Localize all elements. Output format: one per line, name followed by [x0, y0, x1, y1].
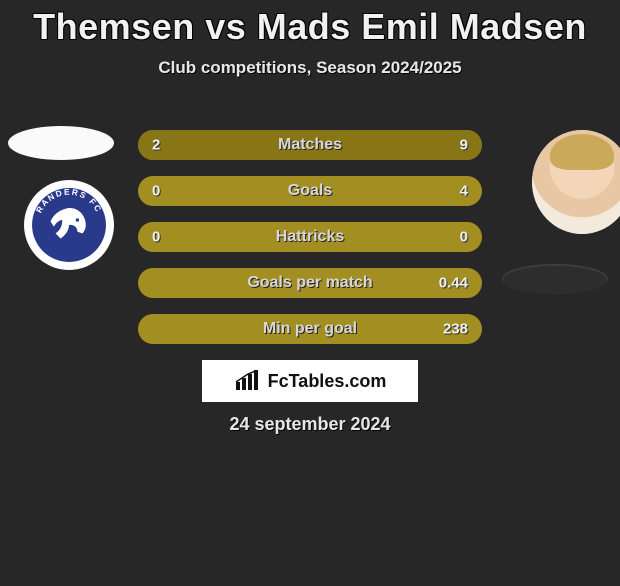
- stat-label: Matches: [278, 136, 342, 154]
- comparison-card: Themsen vs Mads Emil Madsen Club competi…: [0, 6, 620, 78]
- bar-chart-icon: [234, 370, 262, 392]
- stat-label: Min per goal: [263, 320, 357, 338]
- player1-name-pill: [8, 126, 114, 160]
- stat-bar-goals-per-match: Goals per match 0.44: [138, 268, 482, 298]
- stat-value-right: 9: [460, 137, 468, 154]
- stat-label: Goals: [288, 182, 332, 200]
- stat-bar-matches: 2 Matches 9: [138, 130, 482, 160]
- stat-bar-goals: 0 Goals 4: [138, 176, 482, 206]
- stat-bar-hattricks: 0 Hattricks 0: [138, 222, 482, 252]
- player2-avatar: [532, 130, 620, 234]
- stat-value-right: 4: [460, 183, 468, 200]
- hair-icon: [550, 134, 614, 170]
- player2-name-pill: [502, 264, 608, 294]
- stat-value-right: 0: [460, 229, 468, 246]
- stat-value-right: 238: [443, 321, 468, 338]
- stat-value-left: 0: [152, 229, 160, 246]
- brand-box: FcTables.com: [202, 360, 418, 402]
- stat-value-left: 0: [152, 183, 160, 200]
- stat-fill-left: [138, 130, 200, 160]
- stat-bar-min-per-goal: Min per goal 238: [138, 314, 482, 344]
- face-icon: [532, 130, 620, 234]
- stat-label: Goals per match: [247, 274, 372, 292]
- player1-club-crest: RANDERS FC: [24, 180, 114, 270]
- stat-value-right: 0.44: [439, 275, 468, 292]
- stat-value-left: 2: [152, 137, 160, 154]
- stat-label: Hattricks: [276, 228, 344, 246]
- date-text: 24 september 2024: [0, 414, 620, 435]
- page-title: Themsen vs Mads Emil Madsen: [0, 6, 620, 48]
- brand-text: FcTables.com: [268, 371, 387, 392]
- page-subtitle: Club competitions, Season 2024/2025: [0, 58, 620, 78]
- stat-bars: 2 Matches 9 0 Goals 4 0 Hattricks 0 Goal…: [138, 130, 482, 360]
- randers-crest-icon: RANDERS FC: [27, 183, 111, 267]
